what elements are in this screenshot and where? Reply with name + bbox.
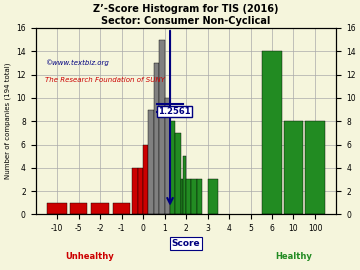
- Bar: [132, 168, 138, 214]
- Bar: [113, 203, 130, 214]
- Title: Z’-Score Histogram for TIS (2016)
Sector: Consumer Non-Cyclical: Z’-Score Histogram for TIS (2016) Sector…: [93, 4, 279, 26]
- Text: Healthy: Healthy: [275, 252, 312, 261]
- Bar: [154, 63, 159, 214]
- Bar: [262, 51, 282, 214]
- Text: The Research Foundation of SUNY: The Research Foundation of SUNY: [45, 77, 165, 83]
- Bar: [183, 156, 186, 214]
- Bar: [159, 40, 165, 214]
- Bar: [170, 121, 175, 214]
- Bar: [48, 203, 67, 214]
- Bar: [181, 180, 183, 214]
- Bar: [186, 180, 192, 214]
- Bar: [192, 180, 197, 214]
- Bar: [175, 133, 181, 214]
- Bar: [197, 180, 202, 214]
- Bar: [207, 180, 218, 214]
- Text: 1.2561: 1.2561: [158, 107, 191, 116]
- Y-axis label: Number of companies (194 total): Number of companies (194 total): [4, 63, 11, 180]
- Bar: [91, 203, 109, 214]
- Bar: [148, 110, 154, 214]
- Bar: [70, 203, 87, 214]
- Bar: [143, 144, 148, 214]
- X-axis label: Score: Score: [172, 239, 201, 248]
- Bar: [138, 168, 143, 214]
- Bar: [305, 121, 325, 214]
- Bar: [165, 98, 170, 214]
- Text: Unhealthy: Unhealthy: [65, 252, 114, 261]
- Bar: [284, 121, 303, 214]
- Text: ©www.textbiz.org: ©www.textbiz.org: [45, 60, 108, 66]
